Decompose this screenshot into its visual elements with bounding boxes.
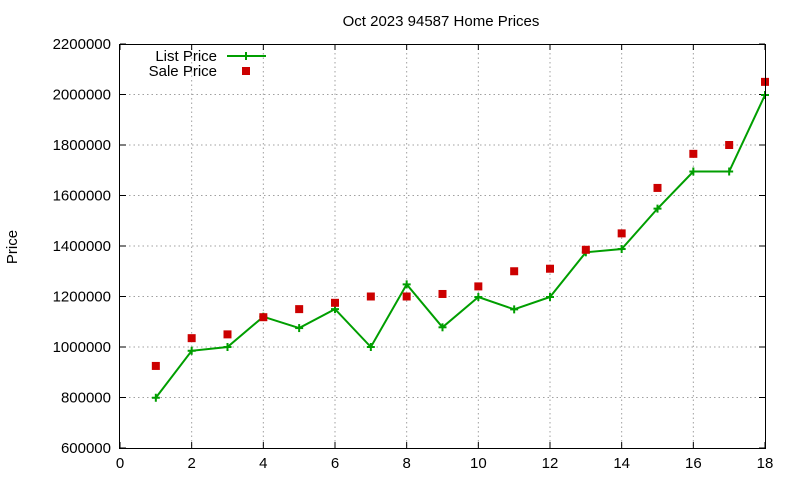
y-tick-label: 2200000 [53, 36, 111, 53]
list-price-point [438, 323, 447, 332]
legend-sample-sale-price [242, 67, 250, 75]
list-price-point [223, 343, 232, 351]
y-tick-label: 1200000 [53, 289, 111, 306]
sale-price-point [510, 267, 519, 276]
list-price-point [653, 204, 662, 213]
list-price-point [402, 280, 411, 289]
sale-price-point [617, 229, 626, 238]
sale-price-point [259, 313, 268, 322]
sale-price-point [725, 141, 734, 149]
list-price-point [474, 293, 483, 302]
sale-price-point [653, 183, 662, 192]
x-tick-label: 18 [757, 455, 774, 472]
x-tick-label: 10 [470, 455, 487, 472]
y-tick-label: 1800000 [53, 137, 111, 154]
list-price-point [546, 293, 554, 302]
x-tick-label: 16 [685, 455, 702, 472]
list-price-point [151, 393, 160, 402]
grid-lines [120, 44, 765, 448]
legend: List Price Sale Price [149, 48, 266, 80]
y-axis-label: Price [4, 230, 21, 264]
list-price-point [510, 305, 519, 314]
sale-price-point [474, 282, 483, 291]
y-tick-label: 1400000 [53, 238, 111, 255]
list-price-point [689, 167, 698, 176]
sale-price-point [366, 292, 375, 301]
plot-frame [119, 44, 766, 449]
chart-title: Oct 2023 94587 Home Prices [343, 13, 540, 30]
list-price-point [617, 245, 626, 254]
sale-price-point [187, 334, 196, 343]
sale-price-point [295, 305, 304, 314]
list-price-line [155, 94, 766, 399]
list-price-point [366, 343, 375, 351]
sale-price-point [223, 330, 232, 339]
legend-label-sale-price: Sale Price [149, 63, 217, 80]
x-tick-label: 0 [116, 455, 124, 472]
y-tick-label: 2000000 [53, 87, 111, 104]
y-tick-label: 600000 [61, 440, 111, 457]
sale-price-point [581, 245, 590, 254]
list-price-point [295, 324, 304, 333]
x-tick-label: 6 [331, 455, 339, 472]
legend-label-list-price: List Price [155, 48, 217, 65]
axis-ticks: 0 2 4 6 8 10 12 14 16 18 600000 800000 1000000 120000… [53, 36, 774, 472]
sale-price-point [438, 289, 447, 298]
x-tick-label: 12 [542, 455, 559, 472]
sale-price-point [151, 361, 160, 370]
legend-list-marker [242, 52, 250, 60]
sale-price-point [689, 149, 698, 158]
x-tick-label: 4 [259, 455, 267, 472]
legend-sample-list-price [227, 52, 266, 60]
x-tick-label: 14 [613, 455, 630, 472]
list-price-point [725, 167, 734, 176]
data-series [151, 77, 769, 402]
x-tick-label: 8 [402, 455, 410, 472]
list-price-point [187, 346, 196, 355]
sale-price-point [331, 298, 339, 307]
legend-sale-marker [242, 67, 250, 75]
y-tick-label: 800000 [61, 390, 111, 407]
x-tick-label: 2 [187, 455, 195, 472]
y-tick-label: 1600000 [53, 188, 111, 205]
sale-price-point [402, 292, 411, 301]
sale-price-point [546, 264, 554, 273]
y-tick-label: 1000000 [53, 339, 111, 356]
